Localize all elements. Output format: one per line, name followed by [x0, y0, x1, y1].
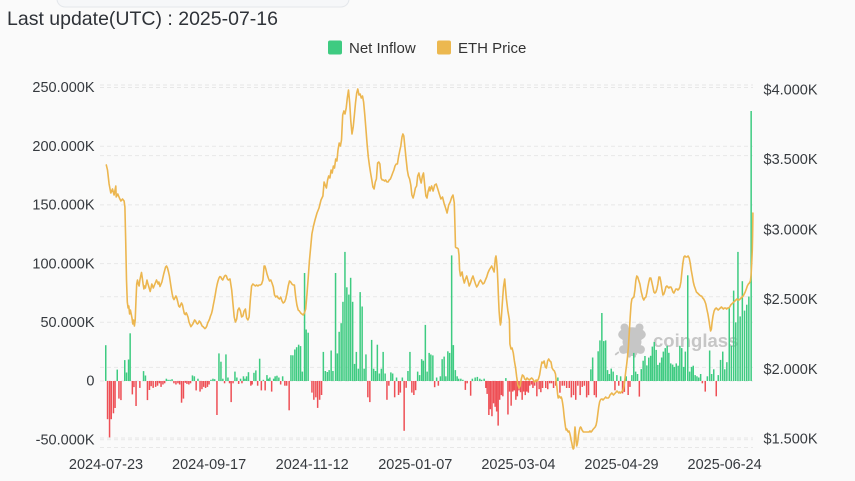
svg-text:coinglass: coinglass — [653, 330, 738, 351]
svg-text:$3.500K: $3.500K — [764, 152, 818, 168]
svg-text:50.000K: 50.000K — [40, 315, 94, 331]
svg-text:0: 0 — [86, 374, 94, 390]
svg-text:250.000K: 250.000K — [32, 80, 94, 96]
svg-text:2024-11-12: 2024-11-12 — [276, 457, 349, 473]
svg-text:$4.000K: $4.000K — [764, 82, 818, 98]
svg-text:2024-07-23: 2024-07-23 — [69, 457, 143, 473]
svg-text:2025-06-24: 2025-06-24 — [688, 457, 762, 473]
svg-text:100.000K: 100.000K — [32, 256, 94, 272]
svg-text:$1.500K: $1.500K — [764, 432, 818, 448]
svg-text:2024-09-17: 2024-09-17 — [172, 457, 246, 473]
svg-text:$3.000K: $3.000K — [764, 223, 818, 239]
svg-text:ETH Price: ETH Price — [458, 40, 526, 57]
svg-text:200.000K: 200.000K — [32, 139, 94, 155]
svg-text:2025-01-07: 2025-01-07 — [378, 457, 452, 473]
svg-text:2025-03-04: 2025-03-04 — [481, 457, 555, 473]
svg-text:150.000K: 150.000K — [32, 198, 94, 214]
svg-text:2025-04-29: 2025-04-29 — [584, 457, 658, 473]
svg-text:Last update(UTC) : 2025-07-16: Last update(UTC) : 2025-07-16 — [7, 8, 278, 30]
svg-text:$2.000K: $2.000K — [764, 362, 818, 378]
svg-text:-50.000K: -50.000K — [36, 432, 95, 448]
svg-text:$2.500K: $2.500K — [764, 292, 818, 308]
svg-text:Net Inflow: Net Inflow — [349, 40, 416, 57]
